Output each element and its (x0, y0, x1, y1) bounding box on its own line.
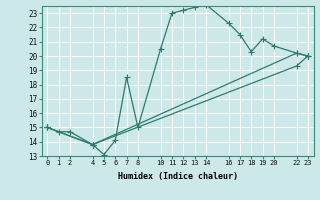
X-axis label: Humidex (Indice chaleur): Humidex (Indice chaleur) (118, 172, 237, 181)
